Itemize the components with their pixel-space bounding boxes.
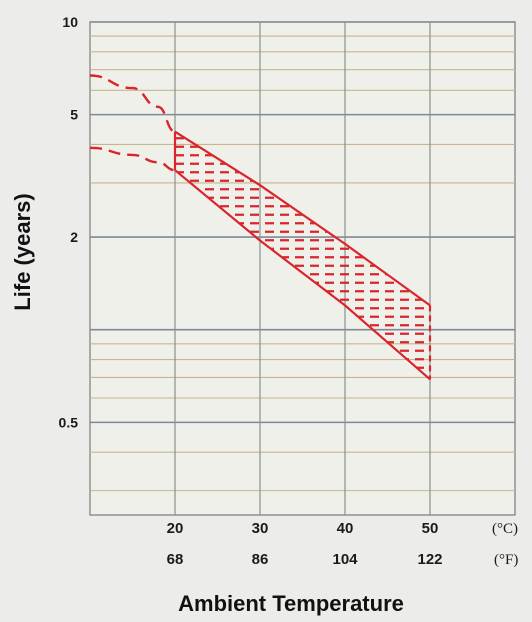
upper-extrapolation bbox=[89, 74, 176, 133]
y-tick-label: 5 bbox=[70, 107, 78, 123]
x-axis-title: Ambient Temperature bbox=[178, 591, 404, 616]
y-tick-label: 10 bbox=[62, 14, 78, 30]
x-tick-labels: 20 68 30 86 40 104 50 122 bbox=[167, 520, 443, 568]
x-tick-label-fahrenheit: 104 bbox=[332, 551, 358, 568]
unit-fahrenheit-label: (°F) bbox=[494, 552, 518, 568]
x-tick-label-fahrenheit: 86 bbox=[252, 551, 269, 568]
y-tick-label: 2 bbox=[70, 229, 78, 245]
x-tick-label-celsius: 40 bbox=[337, 520, 354, 537]
grid bbox=[89, 21, 516, 516]
x-tick-label-fahrenheit: 68 bbox=[167, 551, 184, 568]
y-axis-title: Life (years) bbox=[10, 193, 35, 310]
plot-area bbox=[89, 21, 516, 516]
x-tick-label-fahrenheit: 122 bbox=[417, 551, 442, 568]
unit-celsius-label: (°C) bbox=[492, 521, 518, 537]
lower-extrapolation bbox=[89, 146, 176, 172]
y-tick-label: 0.5 bbox=[59, 414, 79, 430]
x-tick-label-celsius: 50 bbox=[422, 520, 439, 537]
x-tick-label-celsius: 20 bbox=[167, 520, 184, 537]
y-tick-labels: 10 5 2 0.5 bbox=[59, 14, 79, 430]
lower-bound-line bbox=[174, 169, 431, 381]
upper-bound-line bbox=[174, 130, 431, 307]
x-tick-label-celsius: 30 bbox=[252, 520, 269, 537]
